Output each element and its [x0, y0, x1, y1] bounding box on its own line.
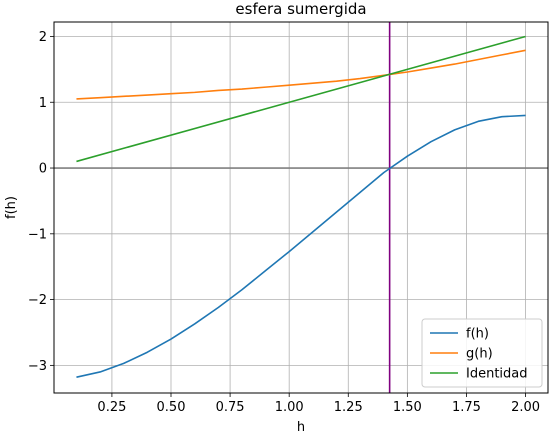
legend: f(h) g(h) Identidad: [421, 318, 543, 388]
x-axis-label: h: [297, 420, 305, 435]
y-tick-label: −1: [28, 227, 47, 242]
y-tick-label: −3: [28, 359, 47, 374]
x-tick-label: 1.00: [275, 400, 304, 415]
x-tick-label: 1.75: [452, 400, 481, 415]
plot-frame: [53, 21, 549, 394]
series-line-1: [76, 49, 526, 100]
legend-label: g(h): [466, 347, 493, 362]
x-tick-label: 0.75: [216, 400, 245, 415]
x-tick-label: 0.50: [157, 400, 186, 415]
chart-title: esfera sumergida: [235, 0, 366, 18]
legend-box: [421, 318, 543, 388]
reference-lines: [54, 22, 548, 393]
legend-label: Identidad: [466, 367, 528, 382]
y-axis: −3 −2 −1 0 1 2: [28, 30, 54, 374]
x-tick-label: 2.00: [511, 400, 540, 415]
series-group: [76, 35, 526, 378]
series-line-0: [76, 114, 526, 378]
series-line-2: [76, 35, 526, 163]
y-tick-label: 0: [39, 162, 47, 177]
legend-label: f(h): [466, 327, 489, 342]
y-tick-label: −2: [28, 293, 47, 308]
y-axis-label: f(h): [4, 196, 19, 219]
y-tick-label: 2: [39, 30, 47, 45]
x-tick-label: 0.25: [97, 400, 126, 415]
x-tick-label: 1.25: [334, 400, 363, 415]
x-axis: 0.25 0.50 0.75 1.00 1.25 1.50 1.75 2.00: [97, 393, 540, 415]
x-tick-label: 1.50: [393, 400, 422, 415]
y-tick-label: 1: [39, 96, 47, 111]
